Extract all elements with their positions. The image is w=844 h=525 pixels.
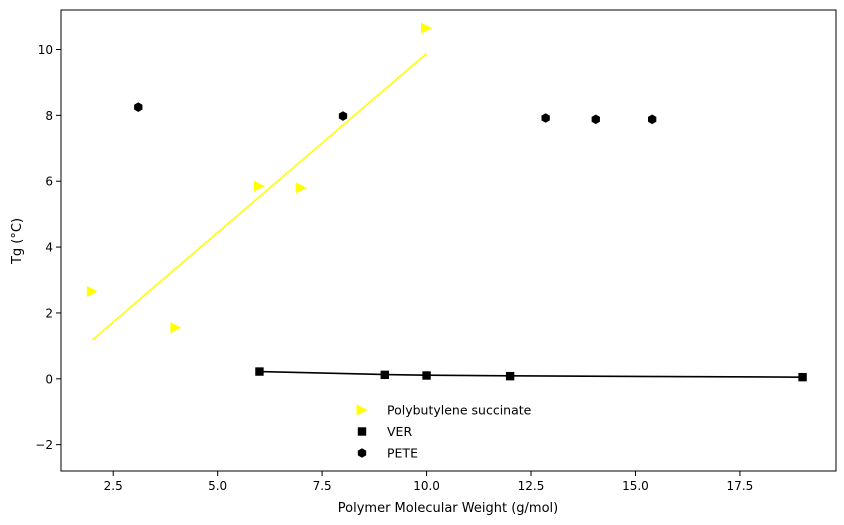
legend-marker-pete [357,448,367,458]
data-point-ver [380,370,389,380]
data-point-ver [505,371,515,381]
data-markers [86,22,807,382]
data-point-polybutylene-succinate [421,22,433,34]
data-point-pete [541,113,550,123]
data-point-polybutylene-succinate [170,322,182,334]
x-tick-label: 2.5 [104,479,123,493]
data-point-ver [798,372,807,382]
data-point-polybutylene-succinate [295,182,307,194]
fit-lines [91,52,803,378]
x-axis-label: Polymer Molecular Weight (g/mol) [338,501,558,516]
y-tick-label: 2 [45,306,53,320]
legend-label: VER [387,424,412,439]
x-axis-ticks: 2.5 5.0 7.5 10.0 12.5 15.0 17.5 [104,471,754,493]
y-axis-ticks: −2 0 2 4 6 8 10 [35,43,61,452]
axes-frame [60,9,837,472]
data-point-ver [422,371,431,380]
fit-line-ver [259,370,803,378]
y-axis-label: Tg (°C) [10,218,25,265]
data-point-pete [338,111,348,121]
legend-label: Polybutylene succinate [387,403,532,418]
y-tick-label: 0 [45,372,53,386]
legend-label: PETE [387,446,418,461]
x-tick-label: 7.5 [313,479,332,493]
legend-marker-ver [357,427,367,436]
y-tick-label: 8 [45,109,53,123]
x-tick-label: 17.5 [727,479,754,493]
data-point-pete [648,114,657,125]
data-point-pete [591,114,600,125]
x-tick-label: 15.0 [622,479,649,493]
y-tick-label: 10 [38,43,53,57]
legend: Polybutylene succinate VER PETE [356,403,532,461]
x-tick-label: 5.0 [208,479,227,493]
y-tick-label: 6 [45,175,53,189]
x-tick-label: 10.0 [413,479,440,493]
legend-marker-polybutylene-succinate [356,404,368,416]
x-tick-label: 12.5 [518,479,545,493]
data-point-ver [255,367,264,376]
y-tick-label: −2 [35,438,53,452]
data-point-pete [134,102,143,112]
data-point-polybutylene-succinate [86,286,98,298]
y-tick-label: 4 [45,241,53,255]
fit-line-polybutylene-succinate [91,52,428,341]
data-point-polybutylene-succinate [253,180,265,192]
